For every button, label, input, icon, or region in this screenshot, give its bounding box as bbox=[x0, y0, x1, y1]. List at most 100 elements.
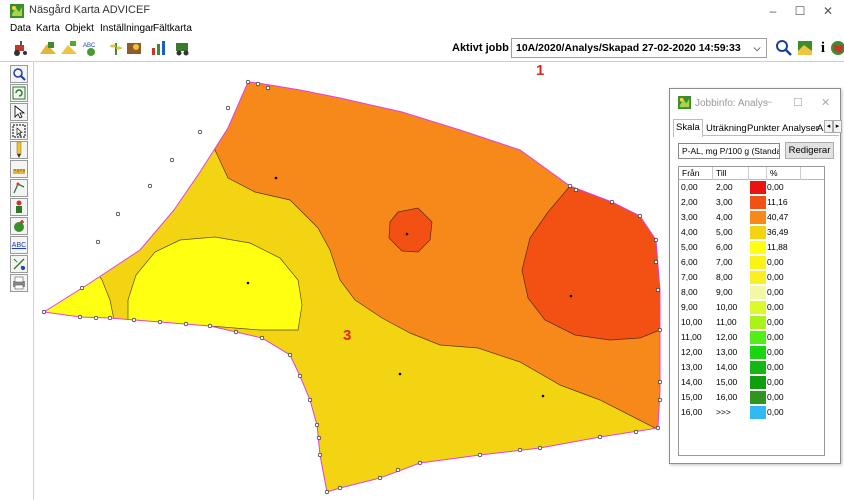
crop-icon[interactable] bbox=[105, 37, 127, 59]
table-row[interactable]: 14,00 15,00 0,00 bbox=[679, 376, 824, 389]
abc-label-icon[interactable]: ABC bbox=[80, 37, 102, 59]
tab-ar[interactable]: Ar bbox=[817, 123, 827, 134]
menu-installningar[interactable]: Inställningar bbox=[100, 23, 154, 34]
table-row[interactable]: 4,00 5,00 36,49 bbox=[679, 226, 824, 239]
table-row[interactable]: 11,00 12,00 0,00 bbox=[679, 331, 824, 344]
table-row[interactable]: 5,00 6,00 11,88 bbox=[679, 241, 824, 254]
col-fran[interactable]: Från bbox=[679, 167, 713, 180]
tab-analyser[interactable]: Analyser bbox=[782, 123, 819, 134]
color-swatch[interactable] bbox=[750, 361, 766, 374]
chevron-down-icon[interactable]: ⌵ bbox=[753, 43, 761, 53]
tab-punkter[interactable]: Punkter bbox=[747, 123, 780, 134]
color-swatch[interactable] bbox=[750, 406, 766, 419]
table-row[interactable]: 6,00 7,00 0,00 bbox=[679, 256, 824, 269]
table-row[interactable]: 10,00 11,00 0,00 bbox=[679, 316, 824, 329]
jobinfo-window[interactable]: Jobbinfo: Analys – ☐ ✕ Skala Uträkning P… bbox=[669, 88, 842, 464]
field-map-icon[interactable] bbox=[37, 37, 59, 59]
scale-field[interactable]: P-AL, mg P/100 g (Standard) bbox=[678, 143, 780, 159]
color-swatch[interactable] bbox=[750, 316, 766, 329]
menu-data[interactable]: Data bbox=[10, 23, 32, 34]
color-swatch[interactable] bbox=[750, 331, 766, 344]
cell-to: 5,00 bbox=[716, 227, 733, 237]
jobinfo-close-button[interactable]: ✕ bbox=[821, 97, 831, 109]
jobinfo-minimize-button[interactable]: – bbox=[766, 96, 773, 108]
abc-text-icon[interactable]: ABC bbox=[10, 236, 28, 254]
active-job-dropdown[interactable]: 10A/2020/Analys/Skapad 27-02-2020 14:59:… bbox=[511, 38, 767, 58]
pencil-icon[interactable] bbox=[10, 141, 28, 159]
cell-from: 0,00 bbox=[681, 182, 698, 192]
measure-icon[interactable] bbox=[10, 160, 28, 178]
edit-points-icon[interactable] bbox=[10, 179, 28, 197]
sample-points bbox=[246, 176, 573, 398]
print-icon[interactable] bbox=[10, 274, 28, 292]
minimize-button[interactable]: – bbox=[769, 4, 777, 18]
split-icon[interactable] bbox=[10, 255, 28, 273]
color-swatch[interactable] bbox=[750, 271, 766, 284]
color-swatch[interactable] bbox=[750, 391, 766, 404]
cell-percent: 0,00 bbox=[767, 362, 784, 372]
cell-from: 13,00 bbox=[681, 362, 703, 372]
color-swatch[interactable] bbox=[750, 196, 766, 209]
cell-percent: 0,00 bbox=[767, 182, 784, 192]
table-row[interactable]: 9,00 10,00 0,00 bbox=[679, 301, 824, 314]
machine-icon[interactable] bbox=[172, 37, 194, 59]
zoom-icon[interactable] bbox=[10, 65, 28, 83]
color-swatch[interactable] bbox=[750, 211, 766, 224]
zoom-search-icon[interactable] bbox=[773, 37, 795, 59]
cell-from: 16,00 bbox=[681, 407, 703, 417]
color-swatch[interactable] bbox=[750, 226, 766, 239]
jobinfo-maximize-button[interactable]: ☐ bbox=[793, 97, 803, 109]
table-row[interactable]: 7,00 8,00 0,00 bbox=[679, 271, 824, 284]
analysis-icon[interactable] bbox=[148, 37, 170, 59]
maximize-button[interactable]: ☐ bbox=[794, 4, 806, 18]
close-button[interactable]: ✕ bbox=[822, 4, 834, 18]
table-row[interactable]: 8,00 9,00 0,00 bbox=[679, 286, 824, 299]
select-area-icon[interactable] bbox=[10, 122, 28, 140]
cell-to: 4,00 bbox=[716, 212, 733, 222]
table-row[interactable]: 3,00 4,00 40,47 bbox=[679, 211, 824, 224]
refresh-icon[interactable] bbox=[10, 84, 28, 102]
color-swatch[interactable] bbox=[750, 376, 766, 389]
menu-karta[interactable]: Karta bbox=[36, 23, 60, 34]
col-color[interactable] bbox=[749, 167, 767, 180]
col-till[interactable]: Till bbox=[713, 167, 749, 180]
pointer-icon[interactable] bbox=[10, 103, 28, 121]
color-swatch[interactable] bbox=[750, 301, 766, 314]
table-row[interactable]: 12,00 13,00 0,00 bbox=[679, 346, 824, 359]
tab-scroll-left-icon[interactable]: ◂ bbox=[824, 120, 833, 133]
map-zone-yellow[interactable] bbox=[127, 236, 303, 331]
tab-skala[interactable]: Skala bbox=[673, 119, 703, 137]
table-row[interactable]: 16,00 >>> 0,00 bbox=[679, 406, 824, 419]
color-swatch[interactable] bbox=[750, 181, 766, 194]
tractor-icon[interactable] bbox=[10, 37, 32, 59]
map-view-icon[interactable] bbox=[794, 37, 816, 59]
field-layer-icon[interactable] bbox=[58, 37, 80, 59]
soil-sample-icon[interactable] bbox=[123, 37, 145, 59]
edit-button[interactable]: Redigerar bbox=[785, 142, 834, 159]
color-swatch[interactable] bbox=[750, 286, 766, 299]
cell-to: 2,00 bbox=[716, 182, 733, 192]
table-row[interactable]: 0,00 2,00 0,00 bbox=[679, 181, 824, 194]
globe-icon[interactable] bbox=[827, 37, 844, 59]
table-row[interactable]: 13,00 14,00 0,00 bbox=[679, 361, 824, 374]
jobinfo-tabs: Skala Uträkning Punkter Analyser Ar ◂ ▸ bbox=[673, 119, 842, 137]
cell-from: 14,00 bbox=[681, 377, 703, 387]
scale-table[interactable]: Från Till % 0,00 2,00 0,00 2,00 3,00 11,16 3,0… bbox=[678, 166, 825, 456]
cell-percent: 0,00 bbox=[767, 287, 784, 297]
color-swatch[interactable] bbox=[750, 346, 766, 359]
map-canvas[interactable] bbox=[34, 62, 844, 500]
add-object-icon[interactable] bbox=[10, 217, 28, 235]
tab-scroll-right-icon[interactable]: ▸ bbox=[833, 120, 842, 133]
info-icon[interactable]: i bbox=[820, 39, 826, 56]
menu-faltkarta[interactable]: Fältkarta bbox=[153, 23, 192, 34]
table-row[interactable]: 2,00 3,00 11,16 bbox=[679, 196, 824, 209]
jobinfo-title-bar[interactable]: Jobbinfo: Analys – ☐ ✕ bbox=[670, 89, 840, 115]
sample-person-icon[interactable] bbox=[10, 198, 28, 216]
color-swatch[interactable] bbox=[750, 256, 766, 269]
map-zone-dark-orange-small[interactable] bbox=[388, 207, 433, 253]
tab-utrakning[interactable]: Uträkning bbox=[706, 123, 747, 134]
col-percent[interactable]: % bbox=[767, 167, 801, 180]
color-swatch[interactable] bbox=[750, 241, 766, 254]
table-row[interactable]: 15,00 16,00 0,00 bbox=[679, 391, 824, 404]
menu-objekt[interactable]: Objekt bbox=[65, 23, 94, 34]
